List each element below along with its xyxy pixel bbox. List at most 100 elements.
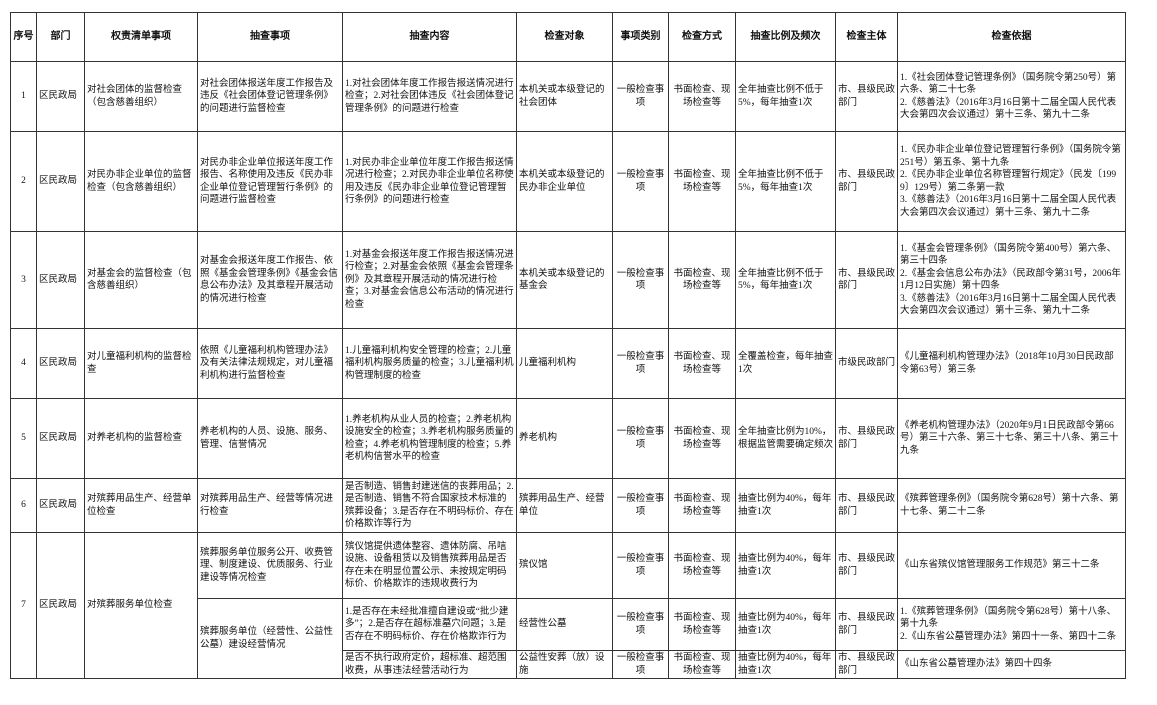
check-method: 书面检查、现场检查等 (668, 61, 736, 132)
check-matter: 对社会团体报送年度工作报告及违反《社会团体登记管理条例》的问题进行监督检查 (197, 61, 343, 132)
department: 区民政局 (36, 478, 85, 533)
row-number: 1 (10, 61, 37, 132)
check-target: 养老机构 (516, 398, 613, 479)
row-number: 6 (10, 478, 37, 533)
check-ratio: 抽查比例为40%，每年抽查1次 (735, 532, 836, 599)
header-row: 序号 部门 权责清单事项 抽查事项 抽查内容 检查对象 事项类别 检查方式 抽查比例及频次 检查主… (10, 12, 1126, 62)
check-content: 1.对基金会报送年度工作报告报送情况进行检查；2.对基金会依照《基金会管理条例》… (342, 231, 517, 329)
duty-item: 对殡葬用品生产、经营单位检查 (84, 478, 198, 533)
check-category: 一般检查事项 (612, 131, 669, 232)
duty-item: 对养老机构的监督检查 (84, 398, 198, 479)
department: 区民政局 (36, 328, 85, 399)
basis-line: 1.《基金会管理条例》（国务院令第400号）第六条、第三十四条 (900, 243, 1117, 267)
check-basis: 《山东省殡仪馆管理服务工作规范》第三十二条 (897, 532, 1126, 599)
check-subject: 市级民政部门 (835, 328, 898, 399)
header-cell: 检查主体 (835, 12, 898, 62)
check-subject: 市、县级民政部门 (835, 532, 898, 599)
check-content: 殡仪馆提供遗体整容、遗体防腐、吊唁设施、设备租赁以及销售殡葬用品是否存在未在明显… (342, 532, 517, 599)
basis-line: 《养老机构管理办法》（2020年9月1日民政部令第66号）第三十六条、第三十七条… (900, 420, 1119, 456)
department: 区民政局 (36, 131, 85, 232)
check-target: 本机关或本级登记的社会团体 (516, 61, 613, 132)
duty-item: 对基金会的监督检查（包含慈善组织） (84, 231, 198, 329)
check-category: 一般检查事项 (612, 598, 669, 651)
basis-line: 3.《慈善法》（2016年3月16日第十二届全国人民代表大会第四次会议通过）第十… (900, 293, 1117, 317)
check-content: 1.养老机构从业人员的检查；2.养老机构设施安全的检查；3.养老机构服务质量的检… (342, 398, 517, 479)
header-cell: 抽查内容 (342, 12, 517, 62)
check-method: 书面检查、现场检查等 (668, 532, 736, 599)
check-matter: 对基金会报送年度工作报告、依照《基金会管理条例》《基金会信息公布办法》及其章程开… (197, 231, 343, 329)
check-method: 书面检查、现场检查等 (668, 398, 736, 479)
header-cell: 事项类别 (612, 12, 669, 62)
check-category: 一般检查事项 (612, 328, 669, 399)
duty-item: 对殡葬服务单位检查 (84, 532, 198, 679)
check-basis: 《养老机构管理办法》（2020年9月1日民政部令第66号）第三十六条、第三十七条… (897, 398, 1126, 479)
table-row: 5 区民政局 对养老机构的监督检查 养老机构的人员、设施、服务、管理、信誉情况 1.养老… (10, 398, 1126, 479)
header-cell: 部门 (36, 12, 85, 62)
table-row: 殡葬服务单位（经营性、公益性公墓）建设经营情况 1.是否存在未经批准擅自建设或“批… (11, 598, 1126, 679)
check-matter: 养老机构的人员、设施、服务、管理、信誉情况 (197, 398, 343, 479)
department: 区民政局 (36, 61, 85, 132)
check-subject: 市、县级民政部门 (835, 398, 898, 479)
check-content: 1.是否存在未经批准擅自建设或“批少建多”；2.是否存在超标准墓穴问题；3.是否… (342, 598, 517, 651)
check-content: 是否不执行政府定价，超标准、超范围收费，从事违法经营活动行为 (342, 650, 517, 679)
check-matter: 殡葬服务单位服务公开、收费管理、制度建设、优质服务、行业建设等情况检查 (197, 532, 343, 599)
header-cell: 抽查事项 (197, 12, 343, 62)
check-target: 儿童福利机构 (516, 328, 613, 399)
check-category: 一般检查事项 (612, 532, 669, 599)
basis-line: 《殡葬管理条例》（国务院令第628号）第十六条、第十七条、第二十二条 (900, 494, 1119, 517)
check-target: 本机关或本级登记的民办非企业单位 (516, 131, 613, 232)
check-ratio: 抽查比例为40%，每年抽查1次 (735, 650, 836, 679)
check-category: 一般检查事项 (612, 478, 669, 533)
check-basis: 1.《殡葬管理条例》（国务院令第628号）第十八条、第十九条 2.《山东省公墓管理… (897, 598, 1126, 651)
basis-line: 1.《社会团体登记管理条例》（国务院令第250号）第六条、第二十七条 (900, 72, 1117, 96)
check-basis: 《殡葬管理条例》（国务院令第628号）第十六条、第十七条、第二十二条 (897, 478, 1126, 533)
table-row: 是否不执行政府定价，超标准、超范围收费，从事违法经营活动行为 公益性安葬（放）设施… (11, 650, 1126, 679)
check-ratio: 全年抽查比例不低于5%，每年抽查1次 (735, 131, 836, 232)
check-subject: 市、县级民政部门 (835, 131, 898, 232)
duty-item: 对民办非企业单位的监督检查（包含慈善组织） (84, 131, 198, 232)
check-method: 书面检查、现场检查等 (668, 478, 736, 533)
check-basis: 《山东省公墓管理办法》第四十四条 (897, 650, 1126, 679)
check-content: 是否制造、销售封建迷信的丧葬用品；2.是否制造、销售不符合国家技术标准的殡葬设备… (342, 478, 517, 533)
check-category: 一般检查事项 (612, 650, 669, 679)
basis-line: 1.《殡葬管理条例》（国务院令第628号）第十八条、第十九条 (900, 606, 1117, 630)
check-subject: 市、县级民政部门 (835, 650, 898, 679)
check-category: 一般检查事项 (612, 61, 669, 132)
check-ratio: 全覆盖检查，每年抽查1次 (735, 328, 836, 399)
basis-line: 《山东省殡仪馆管理服务工作规范》第三十二条 (900, 560, 1100, 571)
check-target: 殡葬用品生产、经营单位 (516, 478, 613, 533)
row-number: 2 (10, 131, 37, 232)
row-number: 3 (10, 231, 37, 329)
basis-line: 2.《慈善法》（2016年3月16日第十二届全国人民代表大会第四次会议通过）第十… (900, 97, 1117, 121)
check-method: 书面检查、现场检查等 (668, 598, 736, 651)
check-target: 公益性安葬（放）设施 (516, 650, 613, 679)
basis-line: 2.《山东省公墓管理办法》第四十一条、第四十二条 (900, 631, 1117, 642)
check-ratio: 全年抽查比例不低于5%，每年抽查1次 (735, 231, 836, 329)
check-method: 书面检查、现场检查等 (668, 131, 736, 232)
table-row: 7 区民政局 对殡葬服务单位检查 殡葬服务单位服务公开、收费管理、制度建设、优质服务、… (10, 532, 1126, 679)
basis-line: 《儿童福利机构管理办法》（2018年10月30日民政部令第63号）第三条 (900, 352, 1114, 375)
row-number: 4 (10, 328, 37, 399)
header-cell: 权责清单事项 (84, 12, 198, 62)
check-ratio: 全年抽查比例不低于5%，每年抽查1次 (735, 61, 836, 132)
duty-item: 对儿童福利机构的监督检查 (84, 328, 198, 399)
basis-line: 《山东省公墓管理办法》第四十四条 (900, 659, 1053, 670)
check-basis: 1.《民办非企业单位登记管理暂行条例》（国务院令第251号）第五条、第十九条 2.… (897, 131, 1126, 232)
check-category: 一般检查事项 (612, 398, 669, 479)
check-subject: 市、县级民政部门 (835, 598, 898, 651)
check-method: 书面检查、现场检查等 (668, 328, 736, 399)
check-basis: 1.《社会团体登记管理条例》（国务院令第250号）第六条、第二十七条 2.《慈善法… (897, 61, 1126, 132)
check-content: 1.对民办非企业单位年度工作报告报送情况进行检查；2.对民办非企业单位名称使用及… (342, 131, 517, 232)
check-matter: 对殡葬用品生产、经营等情况进行检查 (197, 478, 343, 533)
check-subject: 市、县级民政部门 (835, 61, 898, 132)
check-subject: 市、县级民政部门 (835, 231, 898, 329)
check-basis: 《儿童福利机构管理办法》（2018年10月30日民政部令第63号）第三条 (897, 328, 1126, 399)
header-cell: 检查方式 (668, 12, 736, 62)
check-ratio: 全年抽查比例为10%，根据监管需要确定频次 (735, 398, 836, 479)
row-number: 7 (10, 532, 37, 679)
table-row: 4 区民政局 对儿童福利机构的监督检查 依照《儿童福利机构管理办法》及有关法律法规规定… (10, 328, 1126, 399)
basis-line: 2.《基金会信息公布办法》（民政部令第31号，2006年1月12日实施）第十四条 (900, 268, 1121, 292)
basis-line: 3.《慈善法》（2016年3月16日第十二届全国人民代表大会第四次会议通过）第十… (900, 195, 1117, 218)
department: 区民政局 (36, 532, 85, 679)
